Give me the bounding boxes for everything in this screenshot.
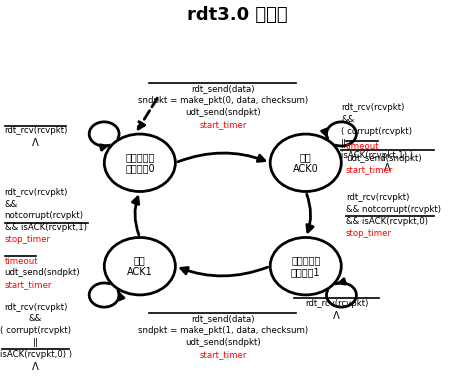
Text: Λ: Λ xyxy=(32,138,39,148)
Text: udt_send(sndpkt): udt_send(sndpkt) xyxy=(185,108,261,117)
Text: start_timer: start_timer xyxy=(5,280,52,289)
Text: 等待
ACK1: 等待 ACK1 xyxy=(127,255,153,277)
Text: 等待来自上
层的调用1: 等待来自上 层的调用1 xyxy=(291,255,320,277)
Text: &&: && xyxy=(29,314,42,323)
Text: sndpkt = make_pkt(1, data, checksum): sndpkt = make_pkt(1, data, checksum) xyxy=(138,326,308,335)
Text: udt_send(sndpkt): udt_send(sndpkt) xyxy=(346,154,422,162)
Text: notcorrupt(rcvpkt): notcorrupt(rcvpkt) xyxy=(5,211,84,220)
Text: rdt_rcv(rcvpkt): rdt_rcv(rcvpkt) xyxy=(346,193,410,202)
Text: &&: && xyxy=(341,115,355,124)
Text: rdt_rcv(rcvpkt): rdt_rcv(rcvpkt) xyxy=(5,126,68,135)
Text: Λ: Λ xyxy=(32,362,39,372)
Text: Λ: Λ xyxy=(384,163,391,173)
Text: rdt_send(data): rdt_send(data) xyxy=(191,314,255,323)
Text: 等待
ACK0: 等待 ACK0 xyxy=(293,152,319,173)
Text: rdt3.0 发送方: rdt3.0 发送方 xyxy=(187,6,287,24)
Text: rdt_rcv(rcvpkt): rdt_rcv(rcvpkt) xyxy=(341,103,405,112)
Text: 等待来自上
层的调用0: 等待来自上 层的调用0 xyxy=(125,152,155,173)
Text: Λ: Λ xyxy=(333,311,340,321)
Text: ||: || xyxy=(341,139,347,148)
Text: stop_timer: stop_timer xyxy=(346,229,392,238)
Text: sndpkt = make_pkt(0, data, checksum): sndpkt = make_pkt(0, data, checksum) xyxy=(138,96,308,105)
Text: rdt_send(data): rdt_send(data) xyxy=(191,84,255,93)
Text: udt_send(sndpkt): udt_send(sndpkt) xyxy=(5,268,81,277)
Text: ||: || xyxy=(33,338,38,347)
Text: && isACK(rcvpkt,0): && isACK(rcvpkt,0) xyxy=(346,217,428,226)
Text: ( corrupt(rcvpkt): ( corrupt(rcvpkt) xyxy=(341,127,412,136)
Text: rdt_rcv(rcvpkt): rdt_rcv(rcvpkt) xyxy=(4,303,67,311)
Text: && isACK(rcvpkt,1): && isACK(rcvpkt,1) xyxy=(5,223,87,232)
Text: isACK(rcvpkt,1) ): isACK(rcvpkt,1) ) xyxy=(341,151,413,160)
Text: rdt_rcv(rcvpkt): rdt_rcv(rcvpkt) xyxy=(5,188,68,196)
Text: timeout: timeout xyxy=(346,142,380,151)
Text: start_timer: start_timer xyxy=(199,120,246,129)
Text: start_timer: start_timer xyxy=(346,165,393,174)
Text: stop_timer: stop_timer xyxy=(5,235,51,244)
Text: timeout: timeout xyxy=(5,257,38,265)
Text: rdt_rcv(rcvpkt): rdt_rcv(rcvpkt) xyxy=(305,299,368,308)
Text: udt_send(sndpkt): udt_send(sndpkt) xyxy=(185,338,261,347)
Text: &&: && xyxy=(5,200,18,208)
Text: isACK(rcvpkt,0) ): isACK(rcvpkt,0) ) xyxy=(0,350,72,359)
Text: start_timer: start_timer xyxy=(199,350,246,358)
Text: ( corrupt(rcvpkt): ( corrupt(rcvpkt) xyxy=(0,326,71,335)
Text: && notcorrupt(rcvpkt): && notcorrupt(rcvpkt) xyxy=(346,205,441,214)
